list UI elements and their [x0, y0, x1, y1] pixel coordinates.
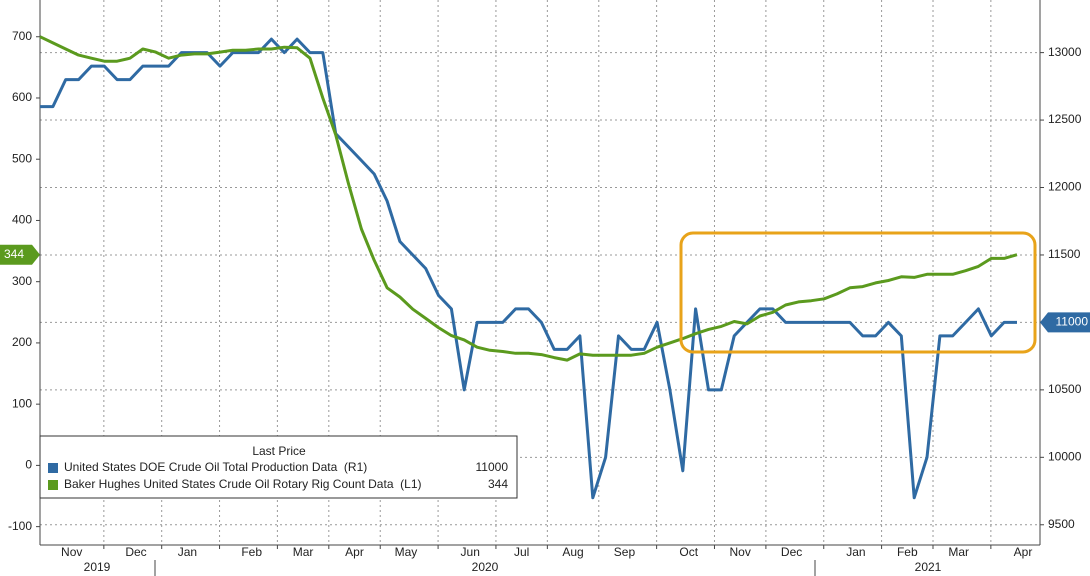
y-tick-label: 300 [12, 274, 32, 288]
legend-box [39, 435, 518, 499]
y-tick-label: 700 [12, 29, 32, 43]
legend-label: United States DOE Crude Oil Total Produc… [64, 460, 367, 474]
year-label: 2021 [915, 560, 942, 574]
last-value-label: 11000 [1056, 315, 1089, 329]
x-tick-label: Feb [241, 545, 262, 559]
y2-tick-label: 9500 [1048, 517, 1075, 531]
y-tick-label: 500 [12, 151, 32, 165]
x-tick-label: Mar [948, 545, 969, 559]
x-tick-label: Sep [614, 545, 636, 559]
legend-title: Last Price [252, 444, 306, 458]
y2-tick-label: 11500 [1048, 247, 1081, 261]
x-tick-label: May [395, 545, 418, 559]
legend-swatch [48, 480, 58, 490]
x-tick-label: Dec [781, 545, 802, 559]
y2-tick-label: 10500 [1048, 382, 1082, 396]
y2-tick-label: 13000 [1048, 45, 1082, 59]
y-tick-label: 400 [12, 213, 32, 227]
year-label: 2019 [84, 560, 111, 574]
legend-label: Baker Hughes United States Crude Oil Rot… [64, 477, 422, 491]
series-line [39, 35, 1018, 362]
y-tick-label: -100 [8, 519, 32, 533]
last-value-tag [1040, 312, 1090, 333]
x-tick-label: Apr [345, 545, 364, 559]
x-tick-label: Mar [293, 545, 314, 559]
series-line [40, 37, 1017, 500]
y-tick-label: 200 [12, 335, 32, 349]
x-tick-label: Jan [846, 545, 865, 559]
legend-value: 344 [488, 477, 508, 491]
legend-value: 11000 [476, 460, 509, 474]
x-tick-label: Jun [461, 545, 480, 559]
y-tick-label: 0 [25, 458, 32, 472]
x-tick-label: Dec [125, 545, 146, 559]
year-label: 2020 [472, 560, 499, 574]
y2-tick-label: 12000 [1048, 180, 1082, 194]
highlight-box [679, 231, 1037, 354]
y-tick-label: 600 [12, 90, 32, 104]
x-tick-label: Apr [1014, 545, 1033, 559]
x-tick-label: Jul [514, 545, 529, 559]
x-tick-label: Aug [562, 545, 583, 559]
x-tick-label: Feb [897, 545, 918, 559]
last-value-tag [0, 244, 40, 265]
legend-swatch [48, 463, 58, 473]
y-tick-label: 100 [12, 396, 32, 410]
y2-tick-label: 12500 [1048, 112, 1082, 126]
x-tick-label: Jan [178, 545, 197, 559]
x-tick-label: Nov [61, 545, 82, 559]
x-tick-label: Nov [730, 545, 751, 559]
y2-tick-label: 10000 [1048, 449, 1082, 463]
last-value-label: 344 [4, 247, 24, 261]
x-tick-label: Oct [679, 545, 698, 559]
